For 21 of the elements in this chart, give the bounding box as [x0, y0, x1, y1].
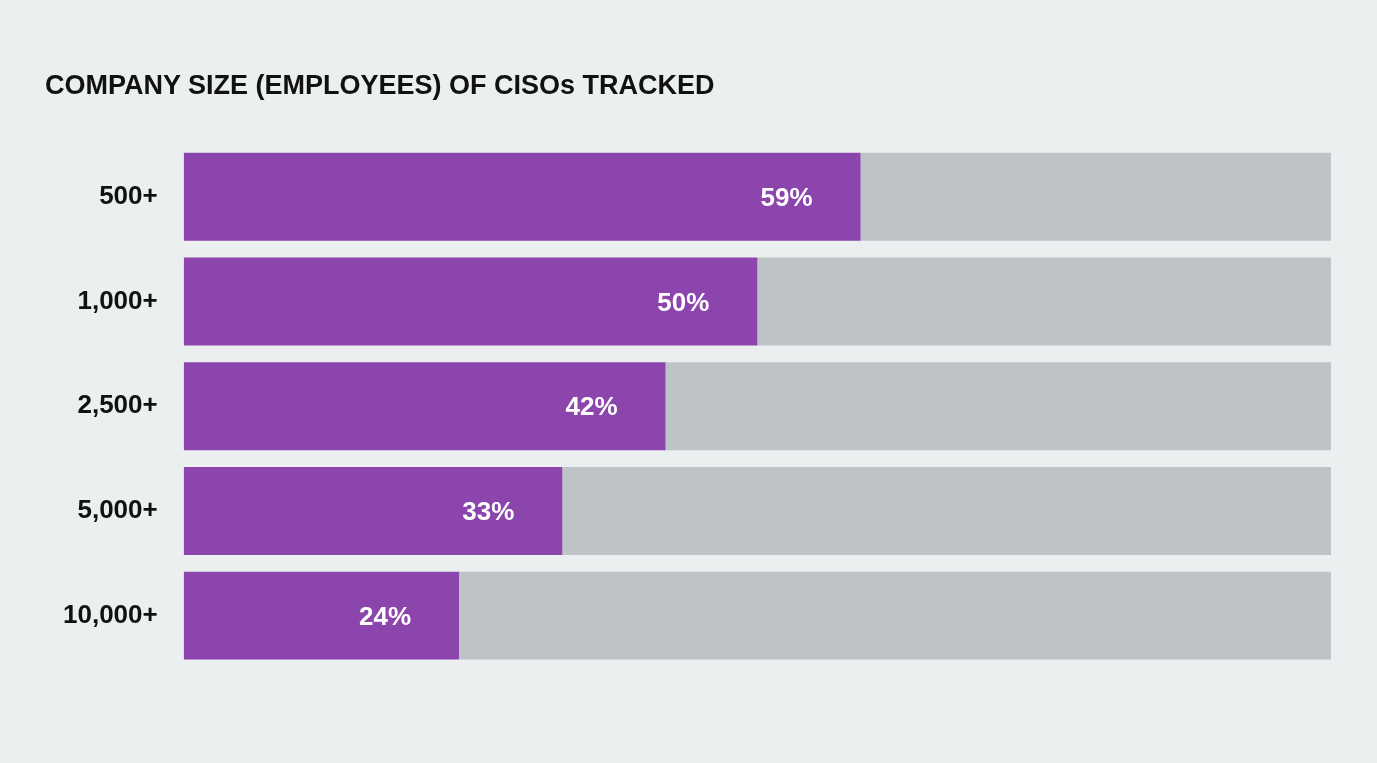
data-label: 33%	[462, 496, 515, 527]
y-tick-label: 1,000+	[77, 284, 158, 315]
data-label: 50%	[657, 286, 710, 317]
bar	[459, 571, 1331, 660]
data-label: 24%	[359, 600, 412, 631]
bar	[562, 466, 1331, 555]
bar	[665, 362, 1331, 451]
y-tick-label: 5,000+	[77, 494, 158, 525]
bar	[183, 257, 758, 346]
bar	[183, 466, 563, 555]
y-tick-label: 2,500+	[77, 389, 158, 420]
y-tick-label: 10,000+	[62, 598, 158, 629]
data-label: 59%	[760, 181, 813, 212]
bar	[757, 257, 1331, 346]
bar	[183, 571, 460, 660]
bar	[183, 152, 861, 241]
bar	[860, 152, 1331, 241]
chart-title: COMPANY SIZE (EMPLOYEES) OF CISOs TRACKED	[45, 69, 715, 100]
bar	[183, 362, 666, 451]
data-label: 42%	[565, 391, 618, 422]
y-tick-label: 500+	[99, 179, 158, 210]
